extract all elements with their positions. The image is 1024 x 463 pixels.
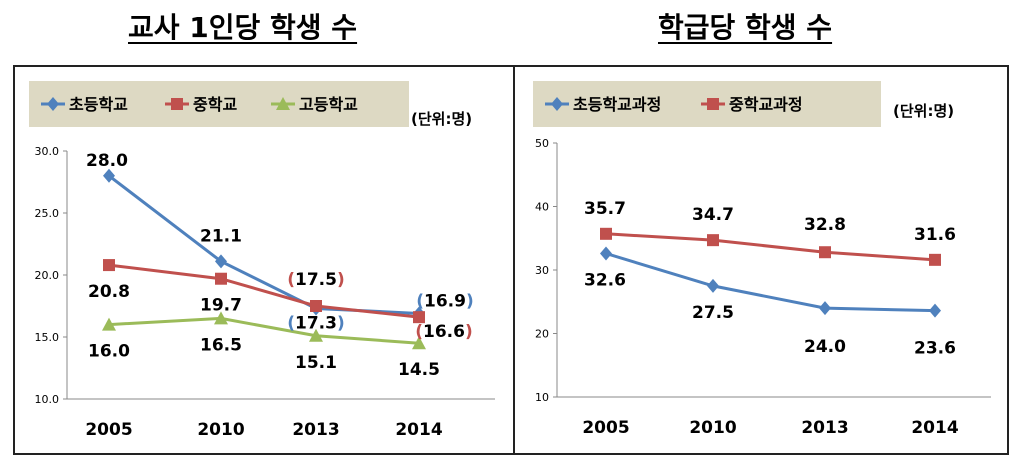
y-tick-label: 15.0: [35, 331, 60, 344]
y-tick-label: 20: [535, 328, 549, 341]
data-point: [929, 303, 941, 318]
y-tick-label: 30: [535, 264, 549, 277]
data-label: 14.5: [398, 360, 440, 380]
data-point: [309, 328, 323, 342]
x-tick-label: 2010: [689, 418, 736, 438]
series-line: [605, 252, 936, 313]
data-label: 24.0: [804, 337, 846, 357]
left-chart-svg: 초등학교 중학교 고등학교 (단위:명) 10.0 15.0 20.0 25.0 30.0 200…: [29, 81, 495, 440]
x-tick-label: 2005: [85, 420, 132, 440]
x-tick-label: 2014: [395, 420, 442, 440]
legend-marker: [276, 97, 290, 110]
legend-label: 초등학교과정: [573, 95, 661, 114]
data-label: 32.8: [804, 215, 846, 235]
legend-box: [29, 81, 409, 127]
series-line: [605, 232, 936, 262]
x-tick-label: 2013: [292, 420, 339, 440]
data-point: [103, 259, 115, 272]
right-chart-svg: 초등학교과정 중학교과정 (단위:명) 10 20 30 40 50 2005 2010 2013 2…: [533, 81, 991, 438]
data-label: 20.8: [88, 282, 130, 302]
right-chart-panel: 초등학교과정 중학교과정 (단위:명) 10 20 30 40 50 2005 2010 2013 2…: [513, 65, 1009, 455]
series-line: [108, 263, 420, 319]
data-point: [214, 311, 228, 325]
data-label: 19.7: [200, 296, 242, 316]
left-chart-title: 교사 1인당 학생 수: [128, 11, 358, 44]
legend-marker: [551, 97, 563, 111]
legend-label: 고등학교: [299, 95, 358, 114]
legend-marker: [707, 98, 719, 110]
legend-marker: [171, 98, 183, 110]
data-label: 23.6: [914, 339, 956, 359]
y-tick-label: 40: [535, 201, 549, 214]
data-label: 28.0: [86, 151, 128, 171]
data-label: (16.9): [416, 291, 474, 311]
data-point: [412, 336, 426, 350]
data-label: 16.0: [88, 342, 130, 362]
data-point: [600, 227, 612, 240]
x-tick-label: 2010: [197, 420, 244, 440]
data-label: (17.5): [287, 270, 345, 290]
y-tick-label: 50: [535, 137, 549, 150]
data-label: 34.7: [692, 205, 734, 225]
legend-marker: [47, 97, 59, 111]
x-tick-label: 2013: [801, 418, 848, 438]
unit-label: (단위:명): [893, 102, 954, 120]
legend-label: 초등학교: [69, 95, 128, 114]
data-point: [310, 300, 322, 312]
y-tick-label: 25.0: [35, 207, 60, 220]
series-line: [108, 174, 420, 315]
legend-label: 중학교과정: [729, 95, 803, 114]
series-line: [108, 316, 420, 345]
data-label: (17.3): [287, 313, 345, 333]
data-label: 32.6: [584, 270, 626, 290]
y-tick-label: 30.0: [35, 145, 60, 158]
left-chart-panel: 초등학교 중학교 고등학교 (단위:명) 10.0 15.0 20.0 25.0 30.0 200…: [13, 65, 515, 455]
data-point: [413, 311, 425, 324]
data-point: [103, 168, 115, 183]
x-tick-label: 2005: [582, 418, 629, 438]
data-label: 21.1: [200, 226, 242, 246]
data-label: 15.1: [295, 353, 337, 373]
y-tick-label: 10.0: [35, 393, 60, 406]
data-label: 16.5: [200, 335, 242, 355]
legend-label: 중학교: [193, 95, 237, 114]
data-point: [102, 317, 116, 331]
data-label: 35.7: [584, 199, 626, 219]
data-point: [707, 278, 719, 293]
data-point: [215, 272, 227, 285]
right-chart-title: 학급당 학생 수: [658, 11, 833, 44]
data-point: [929, 253, 941, 266]
data-label: 27.5: [692, 303, 734, 323]
data-label: 31.6: [914, 225, 956, 245]
y-tick-label: 10: [535, 391, 549, 404]
data-label: (16.6): [415, 322, 473, 342]
data-point: [600, 246, 612, 261]
unit-label: (단위:명): [411, 110, 472, 128]
x-tick-label: 2014: [911, 418, 958, 438]
data-point: [819, 301, 831, 316]
y-tick-label: 20.0: [35, 269, 60, 282]
data-point: [707, 234, 719, 247]
data-point: [819, 246, 831, 259]
